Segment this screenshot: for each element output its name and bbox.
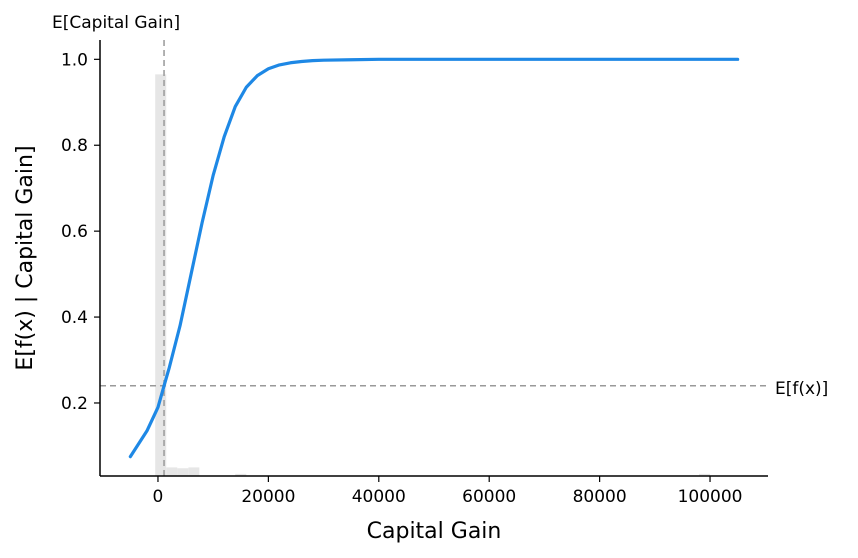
y-tick-label: 0.2 bbox=[61, 394, 88, 414]
x-tick-label: 100000 bbox=[678, 487, 743, 507]
histogram-bar bbox=[188, 467, 200, 476]
x-tick-label: 0 bbox=[153, 487, 164, 507]
series-line bbox=[128, 57, 740, 459]
y-ticks: 0.2 0.4 0.6 0.8 1.0 bbox=[61, 50, 100, 414]
histogram-bar bbox=[177, 468, 189, 476]
x-tick-label: 60000 bbox=[462, 487, 516, 507]
axes bbox=[99, 40, 768, 477]
feature-mean-label: E[Capital Gain] bbox=[52, 13, 180, 33]
y-tick-label: 1.0 bbox=[61, 50, 88, 70]
y-tick-label: 0.4 bbox=[61, 308, 88, 328]
histogram bbox=[155, 74, 711, 476]
histogram-bar bbox=[698, 473, 711, 476]
expected-value-label: E[f(x)] bbox=[775, 379, 828, 399]
histogram-bar bbox=[166, 467, 178, 476]
x-axis-label: Capital Gain bbox=[367, 519, 502, 544]
y-axis-label: E[f(x) | Capital Gain] bbox=[13, 145, 38, 370]
y-tick-label: 0.6 bbox=[61, 222, 88, 242]
reference-lines bbox=[100, 40, 768, 476]
y-tick-label: 0.8 bbox=[61, 136, 88, 156]
x-tick-label: 80000 bbox=[573, 487, 627, 507]
x-tick-label: 20000 bbox=[241, 487, 295, 507]
x-tick-label: 40000 bbox=[352, 487, 406, 507]
histogram-bar bbox=[235, 473, 247, 476]
histogram-bar bbox=[155, 74, 167, 476]
x-ticks: 0 20000 40000 60000 80000 100000 bbox=[153, 476, 743, 507]
